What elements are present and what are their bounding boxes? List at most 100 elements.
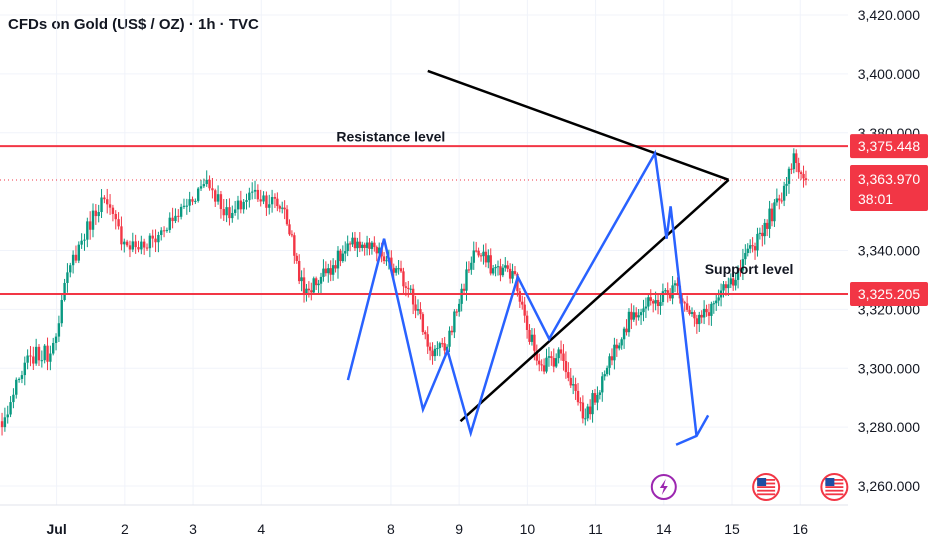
candle-body (588, 406, 592, 415)
x-tick-label: 9 (455, 521, 463, 537)
candle-body (676, 283, 679, 286)
candle-body (741, 259, 745, 271)
flag-stripe (757, 493, 776, 496)
candle-body (49, 353, 52, 362)
candle-body (32, 356, 35, 364)
x-tick-label: Jul (47, 521, 67, 537)
candle-body (77, 244, 80, 261)
candle-body (375, 247, 378, 254)
candle-body (363, 244, 366, 248)
flag-stripe (825, 489, 844, 492)
candle-body (0, 421, 4, 428)
candle-body (525, 315, 529, 330)
candle-body (538, 360, 541, 365)
candle-body (795, 153, 798, 164)
candle-body (377, 247, 381, 254)
candle-body (438, 343, 442, 349)
candle-body (276, 198, 279, 207)
candle-body (250, 191, 254, 193)
candle-body (329, 268, 332, 275)
candle-body (533, 334, 536, 351)
candle-body (407, 287, 410, 289)
candle-body (123, 241, 126, 245)
candle-body (283, 207, 286, 210)
candle-body (804, 178, 808, 180)
candle-body (491, 268, 495, 274)
candle-body (100, 197, 103, 213)
candle-body (162, 230, 166, 232)
price-tag (850, 134, 928, 159)
candle-body (702, 308, 706, 318)
candle-body (458, 303, 461, 312)
candle-body (297, 260, 301, 282)
candle-body (521, 301, 524, 305)
candle-body (288, 224, 291, 235)
x-tick-label: 3 (189, 521, 197, 537)
candle-body (394, 268, 398, 273)
candle-body (639, 312, 643, 316)
candle-body (518, 291, 522, 302)
candle-body (785, 183, 788, 186)
flag-stripe (825, 486, 844, 488)
candle-body (86, 221, 89, 240)
candle-body (231, 212, 234, 219)
candle-body (482, 251, 485, 257)
candle-body (550, 356, 553, 359)
candle-body (208, 179, 211, 189)
candle-body (654, 300, 657, 304)
candle-body (683, 302, 686, 304)
candle-body (523, 304, 526, 316)
candle-body (574, 384, 577, 391)
candle-body (564, 360, 568, 373)
candle-body (368, 242, 371, 249)
candle-body (285, 209, 289, 225)
candle-body (157, 234, 160, 243)
candle-body (535, 350, 539, 361)
candle-body (103, 197, 106, 200)
candle-body (581, 402, 585, 419)
candle-body (571, 384, 575, 386)
candle-body (353, 237, 357, 249)
candle-body (637, 315, 640, 318)
candle-body (404, 286, 408, 288)
candle-body (3, 417, 7, 428)
candle-body (792, 153, 796, 170)
candle-body (768, 208, 771, 229)
candle-body (319, 276, 323, 284)
candle-body (419, 309, 422, 315)
candle-body (448, 330, 451, 347)
candle-body (71, 254, 75, 266)
y-tick-label: 3,400.000 (858, 66, 920, 82)
price-tag (850, 282, 928, 307)
candle-body (436, 348, 439, 350)
candle-body (576, 390, 580, 403)
candle-body (293, 235, 296, 256)
candle-body (365, 242, 369, 248)
candle-body (202, 184, 206, 187)
candle-body (191, 199, 194, 202)
candle-body (336, 250, 340, 269)
candle-body (312, 278, 315, 293)
candle-body (504, 265, 507, 268)
candle-body (668, 292, 672, 299)
annotation-label: Support level (705, 261, 794, 277)
candle-body (248, 192, 251, 201)
candle-body (688, 309, 691, 314)
candle-body (787, 168, 791, 184)
candle-body (593, 393, 597, 403)
candle-body (659, 302, 662, 306)
candle-body (91, 210, 95, 230)
candle-body (426, 334, 429, 347)
candle-body (409, 288, 412, 290)
candle-body (12, 394, 15, 403)
candle-body (501, 267, 505, 276)
price-tag-label: 3,375.448 (858, 138, 920, 154)
candle-body (739, 267, 742, 271)
candle-body (673, 283, 677, 286)
candle-body (470, 262, 473, 270)
candle-body (265, 195, 268, 208)
x-tick-label: 4 (257, 521, 265, 537)
candle-body (295, 255, 298, 261)
candle-body (591, 393, 594, 415)
